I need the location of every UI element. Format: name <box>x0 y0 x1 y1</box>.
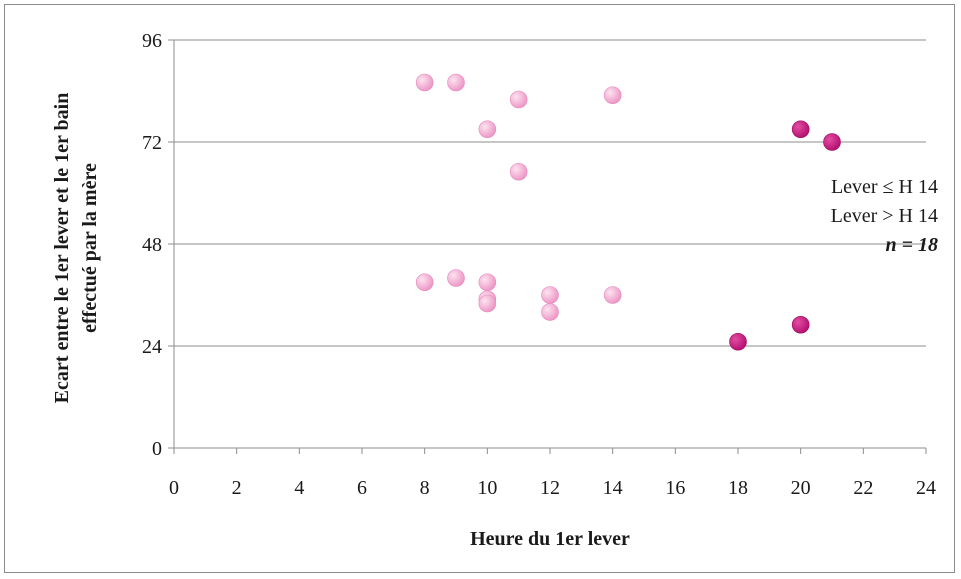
scatter-point-series0-12 <box>541 303 559 321</box>
x-tick-label-1: 2 <box>232 477 242 499</box>
y-tick-label-1: 24 <box>142 336 162 358</box>
x-tick-label-6: 12 <box>540 477 560 499</box>
x-tick-label-0: 0 <box>169 477 179 499</box>
legend-sample-size: n = 18 <box>885 234 938 256</box>
x-tick-label-4: 8 <box>420 477 430 499</box>
scatter-point-series0-3 <box>509 90 528 109</box>
x-tick-label-7: 14 <box>603 477 623 499</box>
scatter-point-series0-10 <box>478 294 497 313</box>
scatter-point-series1-3 <box>791 315 810 334</box>
x-tick-label-2: 4 <box>294 477 304 499</box>
y-axis-title-line2: effectué par la mère <box>79 163 101 333</box>
scatter-point-series0-6 <box>415 273 434 292</box>
y-axis-title-line1: Ecart entre le 1er lever et le 1er bain <box>51 93 73 404</box>
scatter-point-series0-13 <box>603 286 622 304</box>
scatter-point-series0-1 <box>447 73 465 92</box>
scatter-point-series1-0 <box>791 120 810 139</box>
y-tick-label-2: 48 <box>142 234 162 256</box>
chart-frame <box>4 4 955 573</box>
scatter-point-series0-11 <box>541 286 559 304</box>
legend-entry-low: Lever ≤ H 14 <box>831 176 938 198</box>
x-axis-title: Heure du 1er lever <box>470 528 630 550</box>
x-tick-label-10: 20 <box>791 477 811 499</box>
scatter-point-series0-0 <box>415 73 434 92</box>
x-tick-label-5: 10 <box>477 477 497 499</box>
x-tick-label-9: 18 <box>728 477 748 499</box>
x-tick-label-11: 22 <box>853 477 873 499</box>
scatter-point-series1-2 <box>729 332 747 351</box>
scatter-point-series0-7 <box>447 269 465 287</box>
scatter-point-series0-2 <box>478 120 497 139</box>
x-tick-label-3: 6 <box>357 477 367 499</box>
scatter-point-series0-5 <box>603 86 622 105</box>
scatter-point-series1-1 <box>823 133 841 151</box>
legend-entry-high: Lever > H 14 <box>831 205 938 227</box>
y-tick-label-3: 72 <box>142 132 162 154</box>
y-tick-label-0: 0 <box>152 438 162 460</box>
x-tick-label-12: 24 <box>916 477 936 499</box>
x-tick-label-8: 16 <box>665 477 685 499</box>
scatter-point-series0-4 <box>509 162 528 181</box>
y-tick-label-4: 96 <box>142 30 162 52</box>
scatter-point-series0-8 <box>478 273 497 292</box>
